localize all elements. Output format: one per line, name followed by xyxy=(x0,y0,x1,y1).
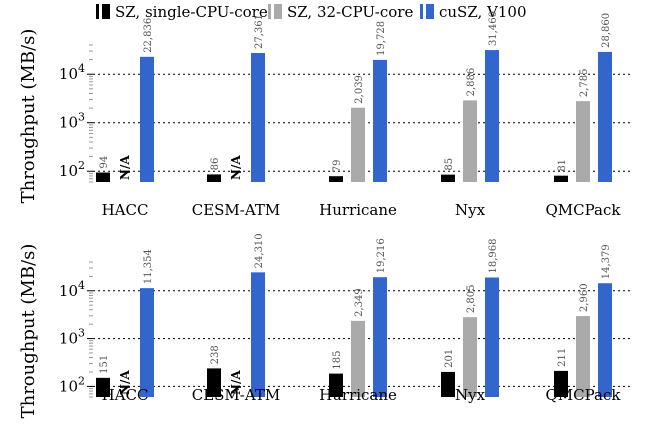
bar-label-hacc-sz-32-cpu-core: N/A xyxy=(118,370,132,395)
bar-hacc-sz-single-cpu-core xyxy=(96,377,110,397)
bar-qmcpack-sz-single-cpu-core xyxy=(554,370,568,397)
bar-label-cesm-atm-sz-32-cpu-core: N/A xyxy=(229,370,243,395)
chart-panel-bottom: Throughput (MB/s) 102 103 104 151 N/A 11,354 HA… xyxy=(18,233,632,418)
bar-hacc-cusz-v100 xyxy=(140,288,154,397)
y-tick-label: 103 xyxy=(59,327,85,348)
bar-qmcpack-sz-32-cpu-core xyxy=(576,316,590,397)
bar-value-label-cesm-atm-sz-single-cpu-core: 238 xyxy=(210,345,221,364)
bar-qmcpack-sz-single-cpu-core xyxy=(554,175,568,182)
category-label-qmcpack: QMCPack xyxy=(546,386,622,404)
bar-hurricane-cusz-v100 xyxy=(373,59,387,182)
bar-value-label-cesm-atm-sz-single-cpu-core: 86 xyxy=(210,158,221,171)
bar-value-label-nyx-sz-single-cpu-core: 201 xyxy=(444,349,455,368)
legend-swatch-thin-sz-32-cpu-core xyxy=(268,4,271,19)
legend-swatch-cusz-v100 xyxy=(426,4,434,19)
bar-value-label-hurricane-sz-single-cpu-core: 79 xyxy=(332,159,343,172)
bar-value-label-hurricane-sz-single-cpu-core: 185 xyxy=(332,351,343,370)
bar-value-label-hacc-cusz-v100: 11,354 xyxy=(143,249,154,284)
bar-value-label-qmcpack-cusz-v100: 14,379 xyxy=(601,244,612,279)
bar-label-cesm-atm-sz-32-cpu-core: N/A xyxy=(229,155,243,180)
bar-value-label-qmcpack-sz-single-cpu-core: 211 xyxy=(557,348,568,367)
bar-value-label-hurricane-sz-32-cpu-core: 2,039 xyxy=(354,75,365,104)
category-label-hurricane: Hurricane xyxy=(319,386,397,404)
bar-value-label-qmcpack-cusz-v100: 28,860 xyxy=(601,13,612,48)
legend-label-sz-single-cpu-core: SZ, single-CPU-core xyxy=(115,3,268,21)
category-label-hacc: HACC xyxy=(102,201,149,219)
bar-qmcpack-sz-32-cpu-core xyxy=(576,101,590,182)
y-tick-label: 103 xyxy=(59,111,85,132)
bar-cesm-atm-cusz-v100 xyxy=(251,272,265,397)
bar-qmcpack-cusz-v100 xyxy=(598,283,612,397)
bar-label-hacc-sz-32-cpu-core: N/A xyxy=(118,155,132,180)
bar-value-label-hacc-sz-single-cpu-core: 151 xyxy=(99,355,110,374)
legend-swatch-thin-sz-single-cpu-core xyxy=(96,4,99,19)
bar-value-label-nyx-sz-32-cpu-core: 2,805 xyxy=(466,285,477,314)
y-tick-label: 102 xyxy=(59,159,85,180)
bar-value-label-hacc-sz-single-cpu-core: 94 xyxy=(99,156,110,169)
legend-label-sz-32-cpu-core: SZ, 32-CPU-core xyxy=(287,3,413,21)
category-label-nyx: Nyx xyxy=(455,386,486,404)
bar-nyx-sz-single-cpu-core xyxy=(441,174,455,182)
bar-cesm-atm-sz-single-cpu-core xyxy=(207,174,221,182)
bar-hurricane-sz-32-cpu-core xyxy=(351,320,365,397)
bar-value-label-nyx-sz-32-cpu-core: 2,886 xyxy=(466,68,477,97)
legend-label-cusz-v100: cuSZ, V100 xyxy=(439,3,527,21)
bar-value-label-hacc-cusz-v100: 22,836 xyxy=(143,18,154,53)
bar-value-label-cesm-atm-cusz-v100: 24,310 xyxy=(254,233,265,268)
bar-value-label-hurricane-cusz-v100: 19,728 xyxy=(376,21,387,56)
category-label-nyx: Nyx xyxy=(455,201,486,219)
bar-hurricane-sz-single-cpu-core xyxy=(329,176,343,182)
bar-nyx-sz-single-cpu-core xyxy=(441,371,455,397)
bar-nyx-cusz-v100 xyxy=(485,50,499,182)
bar-qmcpack-cusz-v100 xyxy=(598,51,612,183)
bar-hacc-sz-single-cpu-core xyxy=(96,172,110,182)
bar-nyx-sz-32-cpu-core xyxy=(463,317,477,397)
bar-value-label-nyx-cusz-v100: 18,968 xyxy=(488,238,499,273)
y-axis-label: Throughput (MB/s) xyxy=(18,244,39,419)
y-tick-label: 102 xyxy=(59,374,85,395)
legend-swatch-sz-single-cpu-core xyxy=(102,4,110,19)
legend-swatch-sz-32-cpu-core xyxy=(274,4,282,19)
chart-panel-top: Throughput (MB/s) 102 103 104 94 N/A 22,836 HAC… xyxy=(18,11,632,219)
category-label-qmcpack: QMCPack xyxy=(546,201,622,219)
category-label-cesm-atm: CESM-ATM xyxy=(192,386,281,404)
bar-value-label-nyx-cusz-v100: 31,460 xyxy=(488,11,499,46)
category-label-cesm-atm: CESM-ATM xyxy=(192,201,281,219)
category-label-hacc: HACC xyxy=(102,386,149,404)
bar-hacc-cusz-v100 xyxy=(140,56,154,183)
bar-value-label-cesm-atm-cusz-v100: 27,361 xyxy=(254,14,265,49)
bar-cesm-atm-sz-single-cpu-core xyxy=(207,368,221,397)
bar-hurricane-sz-single-cpu-core xyxy=(329,373,343,397)
legend-swatch-thin-cusz-v100 xyxy=(420,4,423,19)
bar-value-label-qmcpack-sz-single-cpu-core: 81 xyxy=(557,159,568,172)
bar-cesm-atm-cusz-v100 xyxy=(251,53,265,182)
legend: SZ, single-CPU-core SZ, 32-CPU-core cuSZ, … xyxy=(96,3,527,21)
bar-nyx-cusz-v100 xyxy=(485,277,499,397)
bar-hurricane-cusz-v100 xyxy=(373,277,387,397)
y-axis-label: Throughput (MB/s) xyxy=(18,29,39,204)
bar-value-label-qmcpack-sz-32-cpu-core: 2,785 xyxy=(579,69,590,98)
y-tick-label: 104 xyxy=(59,279,85,300)
category-label-hurricane: Hurricane xyxy=(319,201,397,219)
bar-value-label-hurricane-sz-32-cpu-core: 2,349 xyxy=(354,288,365,317)
y-tick-label: 104 xyxy=(59,62,85,83)
bar-value-label-hurricane-cusz-v100: 19,216 xyxy=(376,238,387,273)
bar-value-label-nyx-sz-single-cpu-core: 85 xyxy=(444,158,455,171)
bar-hurricane-sz-32-cpu-core xyxy=(351,107,365,182)
bar-value-label-qmcpack-sz-32-cpu-core: 2,960 xyxy=(579,283,590,312)
bar-nyx-sz-32-cpu-core xyxy=(463,100,477,182)
